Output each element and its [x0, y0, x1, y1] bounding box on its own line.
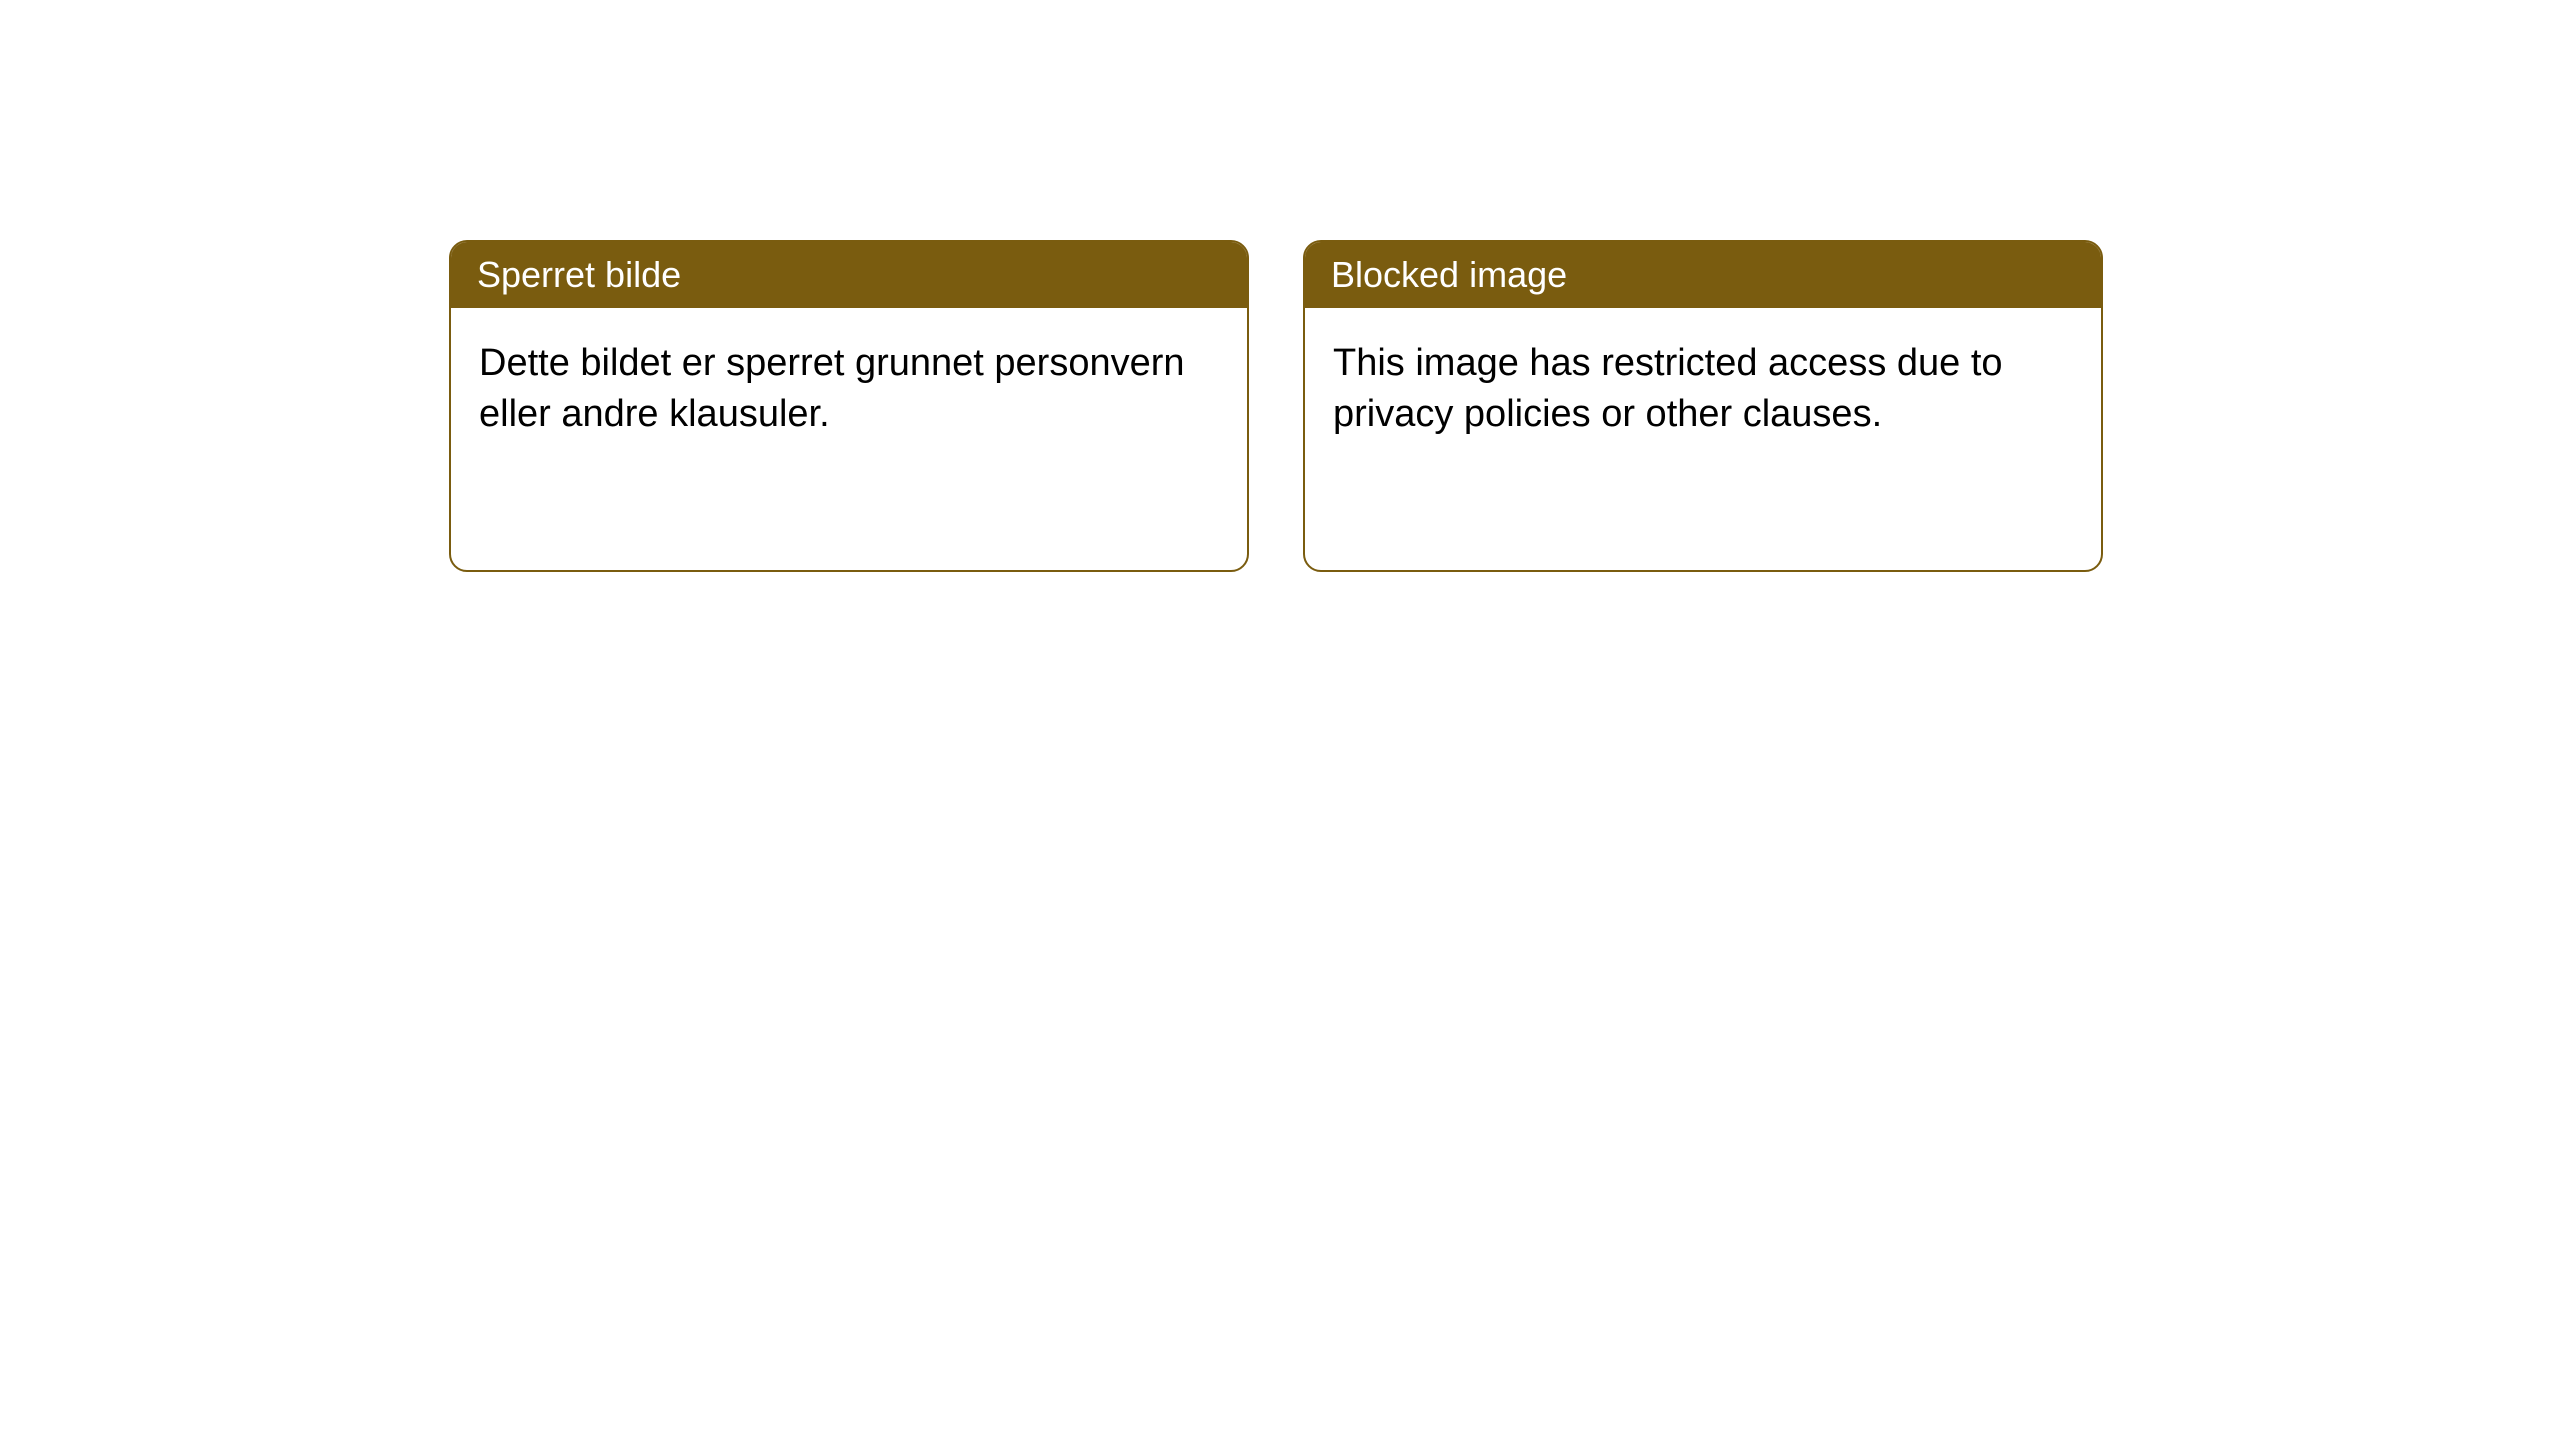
card-body-text-en: This image has restricted access due to …: [1333, 342, 2003, 435]
blocked-image-card-no: Sperret bilde Dette bildet er sperret gr…: [449, 240, 1249, 572]
card-header-text-en: Blocked image: [1331, 254, 1567, 295]
card-body-en: This image has restricted access due to …: [1305, 308, 2101, 570]
card-header-text-no: Sperret bilde: [477, 254, 681, 295]
card-body-no: Dette bildet er sperret grunnet personve…: [451, 308, 1247, 570]
card-header-en: Blocked image: [1305, 242, 2101, 308]
card-container: Sperret bilde Dette bildet er sperret gr…: [449, 240, 2103, 572]
card-header-no: Sperret bilde: [451, 242, 1247, 308]
card-body-text-no: Dette bildet er sperret grunnet personve…: [479, 342, 1185, 435]
blocked-image-card-en: Blocked image This image has restricted …: [1303, 240, 2103, 572]
